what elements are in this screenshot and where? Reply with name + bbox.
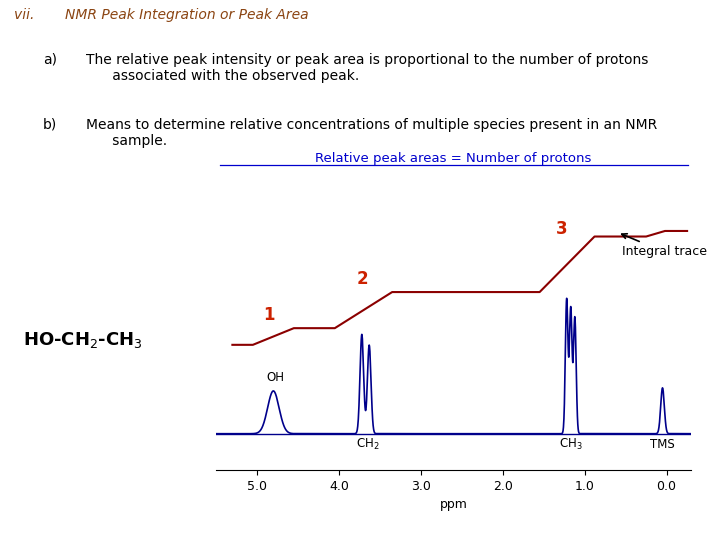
Text: Relative peak areas = Number of protons: Relative peak areas = Number of protons (315, 152, 592, 165)
Text: CH$_2$: CH$_2$ (356, 436, 379, 451)
Text: The relative peak intensity or peak area is proportional to the number of proton: The relative peak intensity or peak area… (86, 53, 649, 83)
Text: b): b) (43, 118, 58, 132)
Text: Means to determine relative concentrations of multiple species present in an NMR: Means to determine relative concentratio… (86, 118, 657, 148)
Text: vii.: vii. (14, 8, 35, 22)
Text: 3: 3 (556, 220, 567, 238)
Text: HO-CH$_2$-CH$_3$: HO-CH$_2$-CH$_3$ (23, 330, 143, 350)
Text: TMS: TMS (650, 437, 675, 450)
Text: 2: 2 (357, 270, 369, 288)
X-axis label: ppm: ppm (440, 498, 467, 511)
Text: NMR Peak Integration or Peak Area: NMR Peak Integration or Peak Area (65, 8, 308, 22)
Text: CH$_3$: CH$_3$ (559, 436, 582, 451)
Text: OH: OH (266, 371, 284, 384)
Text: a): a) (43, 53, 57, 67)
Text: 1: 1 (264, 306, 275, 324)
Text: Integral trace: Integral trace (621, 234, 706, 258)
